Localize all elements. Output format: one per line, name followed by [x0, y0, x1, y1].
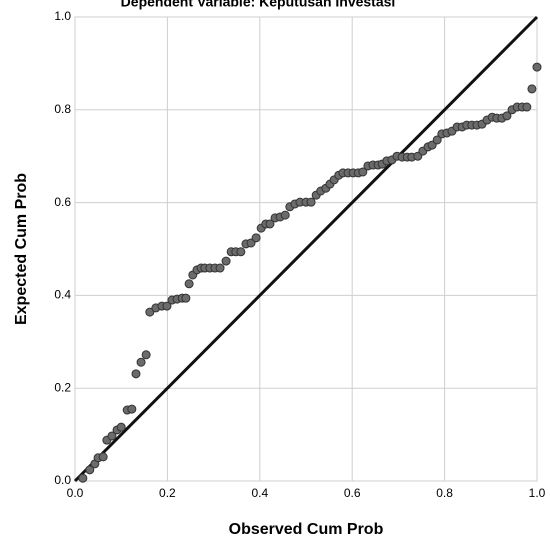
point	[131, 369, 141, 379]
point	[251, 233, 261, 243]
x-tick-label: 0.6	[344, 486, 361, 500]
point	[141, 350, 151, 360]
point	[522, 102, 532, 112]
y-tick-label: 1.0	[54, 9, 71, 23]
point	[78, 473, 88, 483]
y-tick-label: 0.0	[54, 473, 71, 487]
point	[306, 197, 316, 207]
x-axis-label: Observed Cum Prob	[229, 521, 384, 538]
x-tick-label: 0.0	[67, 486, 84, 500]
point	[221, 256, 231, 266]
point	[181, 293, 191, 303]
point	[162, 301, 172, 311]
point	[236, 247, 246, 257]
x-tick-label: 1.0	[529, 486, 546, 500]
point	[116, 422, 126, 432]
point	[358, 167, 368, 177]
x-tick-label: 0.4	[251, 486, 268, 500]
point	[280, 210, 290, 220]
x-tick-label: 0.2	[159, 486, 176, 500]
point	[265, 219, 275, 229]
point	[136, 357, 146, 367]
y-tick-label: 0.4	[54, 288, 71, 302]
y-axis-label: Expected Cum Prob	[13, 173, 30, 325]
point	[98, 452, 108, 462]
point	[184, 279, 194, 289]
x-tick-label: 0.8	[436, 486, 453, 500]
y-tick-label: 0.8	[54, 102, 71, 116]
point	[215, 263, 225, 273]
reference-line	[73, 15, 539, 483]
point	[85, 465, 95, 475]
chart-title: Dependent Variable: Keputusan Investasi	[121, 0, 396, 10]
point	[532, 62, 542, 72]
point	[527, 84, 537, 94]
point	[127, 404, 137, 414]
point	[502, 111, 512, 121]
point	[145, 307, 155, 317]
point	[432, 135, 442, 145]
y-tick-label: 0.6	[54, 195, 71, 209]
point	[107, 431, 117, 441]
y-tick-label: 0.2	[54, 380, 71, 394]
